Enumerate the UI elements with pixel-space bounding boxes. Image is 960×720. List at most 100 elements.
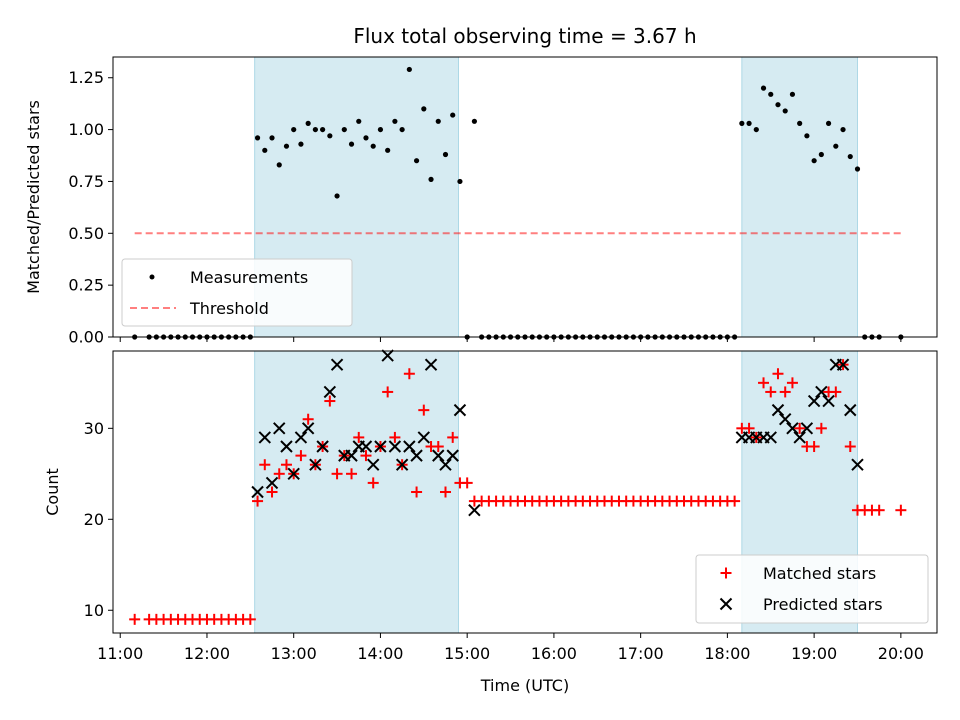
x-tick-label: 16:00 [531,644,577,663]
legend-predicted-marker [719,597,733,611]
matched-star-point [266,486,278,498]
matched-star-point [259,459,271,471]
matched-star-point [844,441,856,453]
measurement-point [348,141,355,147]
top-y-ticks: 0.00 0.25 0.50 0.75 1.00 1.25 [68,68,113,347]
measurement-point [768,91,774,97]
x-tick-label: 14:00 [357,644,403,663]
predicted-star-point [265,476,279,490]
matched-star-point [244,613,256,625]
measurement-point [421,106,427,112]
measurement-point [262,147,268,153]
measurement-point [291,126,297,133]
matched-star-point [331,468,343,480]
matched-star-point [794,422,806,434]
matched-star-point [758,377,770,389]
measurement-point [825,120,832,126]
predicted-star-point [453,403,467,417]
matched-star-point [367,477,379,489]
top-x-ticks [119,337,902,342]
x-tick-label: 15:00 [444,644,490,663]
matched-star-point [439,486,451,498]
measurement-point [471,118,478,124]
matched-star-point [346,468,358,480]
predicted-star-point [359,440,373,453]
chart-title: Flux total observing time = 3.67 h [353,24,696,48]
measurement-point [399,126,405,133]
top-legend-box [121,258,353,327]
top-y-axis-label: Matched/Predicted stars [24,100,43,294]
predicted-star-point [345,449,358,462]
matched-star-point [411,486,423,498]
measurement-point [847,153,853,160]
bottom-y-tick-label: 30 [84,419,104,438]
matched-star-point [873,504,885,516]
measurement-point [341,126,347,133]
predicted-star-point [793,431,806,444]
matched-star-point [743,422,755,434]
bottom-y-ticks: 10 20 30 [84,419,113,620]
legend-plus-glyph [720,567,732,579]
predicted-star-point [779,413,792,426]
x-tick-label: 19:00 [791,644,837,663]
measurement-point [254,135,261,141]
measurement-point [377,126,384,133]
measurement-point [854,166,861,172]
x-tick-label: 12:00 [184,644,230,663]
x-tick-label: 20:00 [878,644,924,663]
measurement-point [811,158,817,164]
predicted-star-point [395,458,409,471]
measurement-point [739,120,745,126]
predicted-star-point [424,358,438,371]
matched-star-point [830,386,842,398]
legend-threshold-label: Threshold [189,299,269,318]
predicted-star-point [367,458,380,471]
legend-measurements-marker [149,274,155,280]
measurement-point [818,151,824,158]
measurement-point [312,126,318,133]
measurement-point [356,118,362,124]
x-tick-label: 17:00 [618,644,664,663]
legend-matched-marker [720,567,732,579]
predicted-star-point [786,422,799,435]
bottom-legend: Matched stars Predicted stars [695,554,929,624]
matched-star-point [295,450,307,462]
x-axis-label: Time (UTC) [480,676,569,695]
top-legend: Measurements Threshold [121,258,353,327]
predicted-star-point [388,440,402,453]
predicted-star-point [330,358,344,371]
measurement-point [782,108,788,114]
measurement-point [450,112,456,118]
measurement-point [435,118,441,124]
matched-star-point [815,422,827,434]
matched-star-point [280,459,292,471]
bottom-panel: 10 20 30 11:00 12:00 13:00 14:00 15:00 16:00 17:… [43,349,938,695]
measurement-point [276,162,282,168]
top-axes-frame [112,56,938,338]
predicted-star-point [294,431,308,444]
bottom-y-tick-label: 10 [84,601,104,620]
measurement-point [442,151,449,158]
top-y-tick-label: 0.25 [68,276,104,295]
predicted-star-point [287,467,300,481]
bottom-x-ticks: 11:00 12:00 13:00 14:00 15:00 16:00 17:00 18:00… [97,633,924,663]
predicted-star-point [815,385,828,399]
matched-star-point [273,468,285,480]
measurement-point [298,141,304,147]
predicted-stars-layer [251,349,864,517]
predicted-star-point [822,394,835,408]
measurement-point [370,143,376,149]
matched-star-point [729,495,741,507]
measurement-point [334,193,340,199]
matched-star-point [360,450,372,462]
measurement-point [428,176,434,182]
measurement-point [775,102,781,108]
measurement-point [457,178,463,185]
matched-star-point [129,613,141,625]
measurement-point [760,85,767,91]
measurement-point [363,135,369,141]
measurement-point [833,143,839,149]
bottom-shaded-region-1 [254,350,460,634]
measurement-point [797,120,803,126]
